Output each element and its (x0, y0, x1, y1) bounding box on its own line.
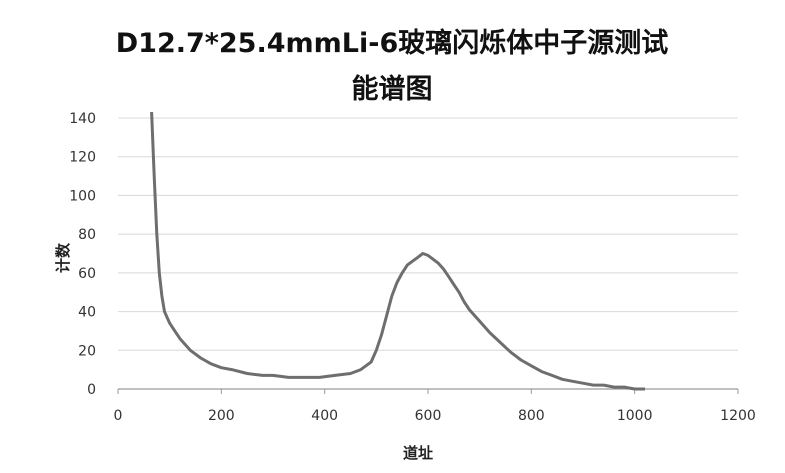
y-axis-label: 计数 (54, 242, 72, 273)
spectrum-line (150, 111, 645, 391)
y-tick-label: 80 (78, 227, 96, 243)
y-tick-label: 20 (78, 343, 96, 359)
x-tick-label: 200 (208, 408, 235, 424)
y-tick-label: 0 (87, 382, 96, 398)
x-tick-label: 0 (114, 408, 123, 424)
x-tick-label: 800 (518, 408, 545, 424)
chart-title-line-1: D12.7*25.4mmLi-6玻璃闪烁体中子源测试 (116, 28, 668, 59)
x-tick-labels: 0 200 400 600 800 1000 1200 (114, 408, 756, 424)
x-tick-label: 1200 (720, 408, 756, 424)
y-tick-label: 40 (78, 305, 96, 321)
x-tick-label: 400 (311, 408, 338, 424)
x-tick-label: 600 (415, 408, 442, 424)
x-tick-label: 1000 (617, 408, 653, 424)
x-axis-label: 道址 (403, 444, 433, 462)
y-tick-label: 60 (78, 266, 96, 282)
gridlines (118, 117, 738, 351)
y-tick-label: 100 (69, 188, 96, 204)
y-tick-label: 120 (69, 150, 96, 166)
y-tick-labels: 0 20 40 60 80 100 120 140 (69, 111, 96, 398)
y-tick-label: 140 (69, 111, 96, 127)
chart-title-line-2: 能谱图 (352, 73, 433, 105)
